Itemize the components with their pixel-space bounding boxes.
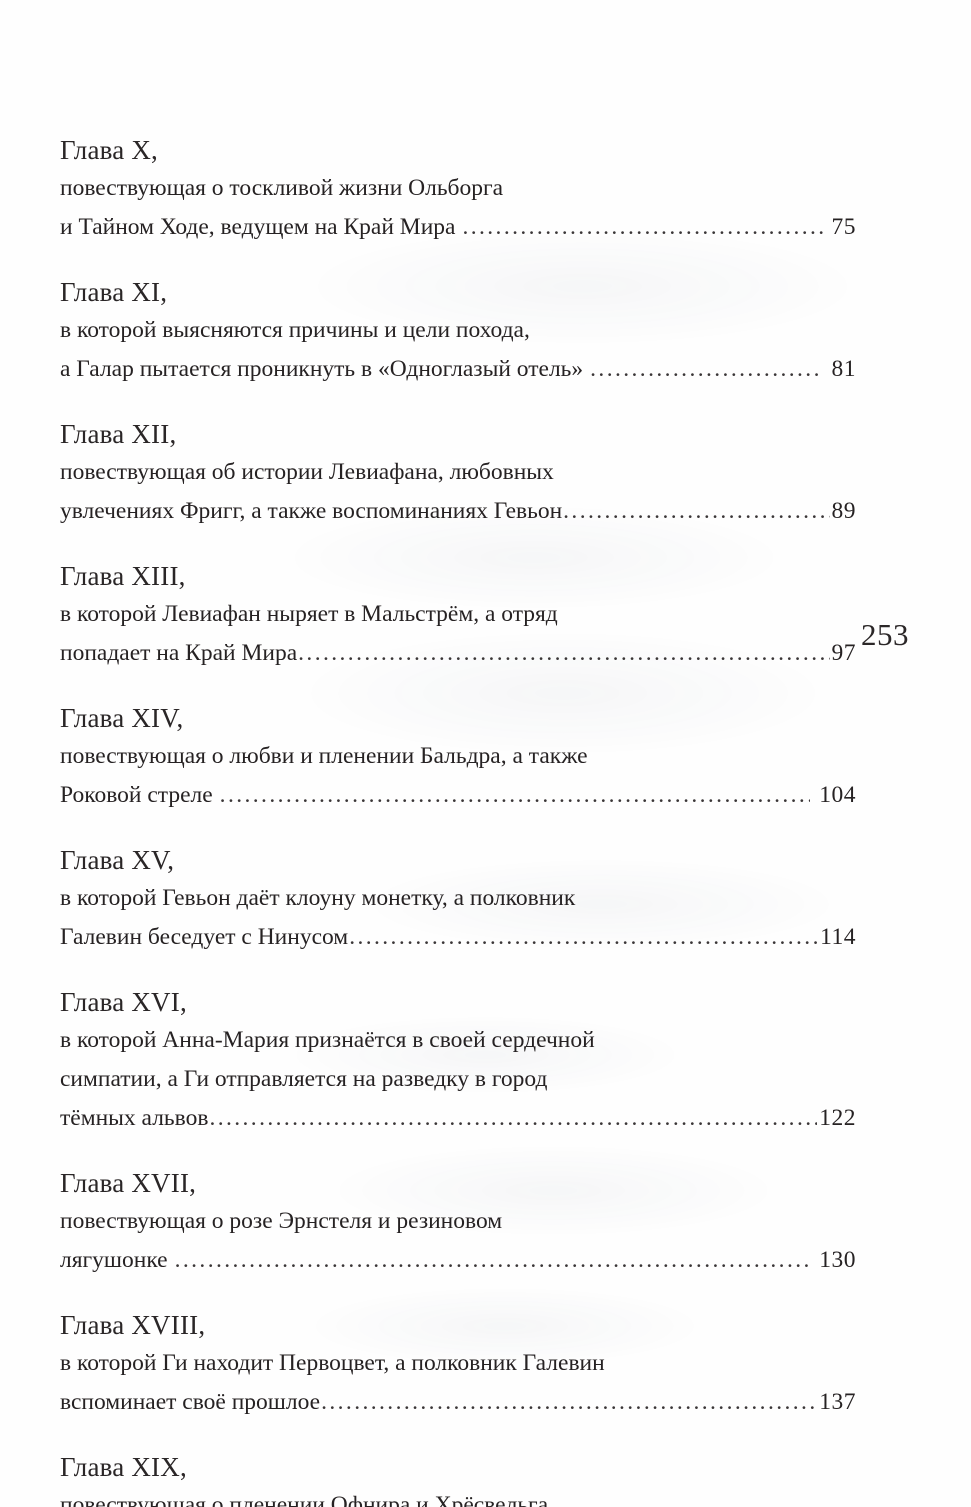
dot-leader: ........................................… (590, 356, 823, 382)
chapter-leader-line: увлечениях Фригг, а также воспоминаниях … (60, 492, 856, 531)
chapter-description-line: в которой выясняются причины и цели похо… (60, 317, 530, 343)
chapter-page-number: 122 (819, 1105, 856, 1131)
chapter-description-line: в которой Гевьон даёт клоуну монетку, а … (60, 885, 576, 911)
chapter-description-line: повествующая о розе Эрнстеля и резиновом (60, 1208, 503, 1234)
page-folio-number: 253 (861, 617, 909, 652)
chapter-description-line: симпатии, а Ги отправляется на разведку … (60, 1066, 548, 1092)
toc-entry[interactable]: Глава XIX, повествующая о пленении Офнира… (60, 1448, 856, 1507)
chapter-leader-line: Роковой стреле..........................… (60, 776, 856, 815)
chapter-title: Глава XI, (60, 277, 168, 307)
chapter-description-line: повествующая о пленении Офнира и Хрёсвел… (60, 1492, 554, 1507)
toc-entry[interactable]: Глава XIV, повествующая о любви и пленени… (60, 699, 856, 815)
dot-leader: ........................................… (349, 924, 819, 950)
chapter-description-line: увлечениях Фригг, а также воспоминаниях … (60, 498, 563, 524)
chapter-page-number: 114 (820, 924, 856, 950)
toc-entry[interactable]: Глава XVII, повествующая о розе Эрнстеля … (60, 1164, 856, 1280)
chapter-leader-line: и Тайном Ходе, ведущем на Край Мира.....… (60, 208, 856, 247)
chapter-description-line: Галевин беседует с Нинусом (60, 924, 349, 950)
chapter-leader-line: лягушонке...............................… (60, 1241, 856, 1280)
chapter-description-line: тёмных альвов (60, 1105, 209, 1131)
toc-entry[interactable]: Глава XVIII, в которой Ги находит Первоцв… (60, 1306, 856, 1422)
chapter-description-line: лягушонке (60, 1247, 168, 1273)
toc-entry[interactable]: Глава XI, в которой выясняются причины и … (60, 273, 856, 389)
chapter-title: Глава XV, (60, 845, 175, 875)
chapter-description-line: вспоминает своё прошлое (60, 1389, 321, 1415)
toc-entry[interactable]: Глава XII, повествующая об истории Левиаф… (60, 415, 856, 531)
chapter-page-number: 137 (819, 1389, 856, 1415)
dot-leader: ........................................… (321, 1389, 818, 1415)
chapter-page-number: 75 (831, 214, 856, 240)
toc-entry[interactable]: Глава XV, в которой Гевьон даёт клоуну мо… (60, 841, 856, 957)
chapter-title: Глава XVI, (60, 987, 187, 1017)
chapter-title: Глава XVIII, (60, 1310, 206, 1340)
chapter-title: Глава XIV, (60, 703, 184, 733)
chapter-description-line: в которой Ги находит Первоцвет, а полков… (60, 1350, 605, 1376)
chapter-description-line: повествующая о тоскливой жизни Ольборга (60, 175, 504, 201)
chapter-page-number: 97 (831, 640, 856, 666)
dot-leader: ........................................… (174, 1247, 811, 1273)
dot-leader: ........................................… (219, 782, 811, 808)
chapter-title: Глава X, (60, 135, 159, 165)
chapter-description-line: повествующая о любви и пленении Бальдра,… (60, 743, 588, 769)
chapter-leader-line: попадает на Край Мира...................… (60, 634, 856, 673)
dot-leader: ........................................… (209, 1105, 818, 1131)
chapter-title: Глава XIII, (60, 561, 186, 591)
chapter-leader-line: вспоминает своё прошлое.................… (60, 1383, 856, 1422)
chapter-page-number: 104 (819, 782, 856, 808)
chapter-description-line: Роковой стреле (60, 782, 213, 808)
chapter-page-number: 81 (831, 356, 856, 382)
chapter-description-line: и Тайном Ходе, ведущем на Край Мира (60, 214, 456, 240)
chapter-title: Глава XIX, (60, 1452, 187, 1482)
chapter-title: Глава XII, (60, 419, 177, 449)
chapter-description-line: в которой Анна-Мария признаётся в своей … (60, 1027, 595, 1053)
toc-entry[interactable]: Глава X, повествующая о тоскливой жизни О… (60, 131, 856, 247)
dot-leader: ........................................… (298, 640, 829, 666)
toc-entry[interactable]: Глава XVI, в которой Анна-Мария признаётс… (60, 983, 856, 1138)
toc-entry[interactable]: Глава XIII, в которой Левиафан ныряет в М… (60, 557, 856, 673)
chapter-description-line: попадает на Край Мира (60, 640, 298, 666)
dot-leader: ........................................… (563, 498, 829, 524)
table-of-contents: Глава X, повествующая о тоскливой жизни О… (60, 131, 856, 1507)
chapter-leader-line: тёмных альвов...........................… (60, 1099, 856, 1138)
chapter-description-line: а Галар пытается проникнуть в «Одноглазы… (60, 356, 584, 382)
chapter-page-number: 89 (831, 498, 856, 524)
chapter-description-line: повествующая об истории Левиафана, любов… (60, 459, 554, 485)
chapter-description-line: в которой Левиафан ныряет в Мальстрём, а… (60, 601, 558, 627)
chapter-leader-line: Галевин беседует с Нинусом..............… (60, 918, 856, 957)
chapter-leader-line: а Галар пытается проникнуть в «Одноглазы… (60, 350, 856, 389)
chapter-page-number: 130 (819, 1247, 856, 1273)
dot-leader: ........................................… (462, 214, 823, 240)
chapter-title: Глава XVII, (60, 1168, 197, 1198)
